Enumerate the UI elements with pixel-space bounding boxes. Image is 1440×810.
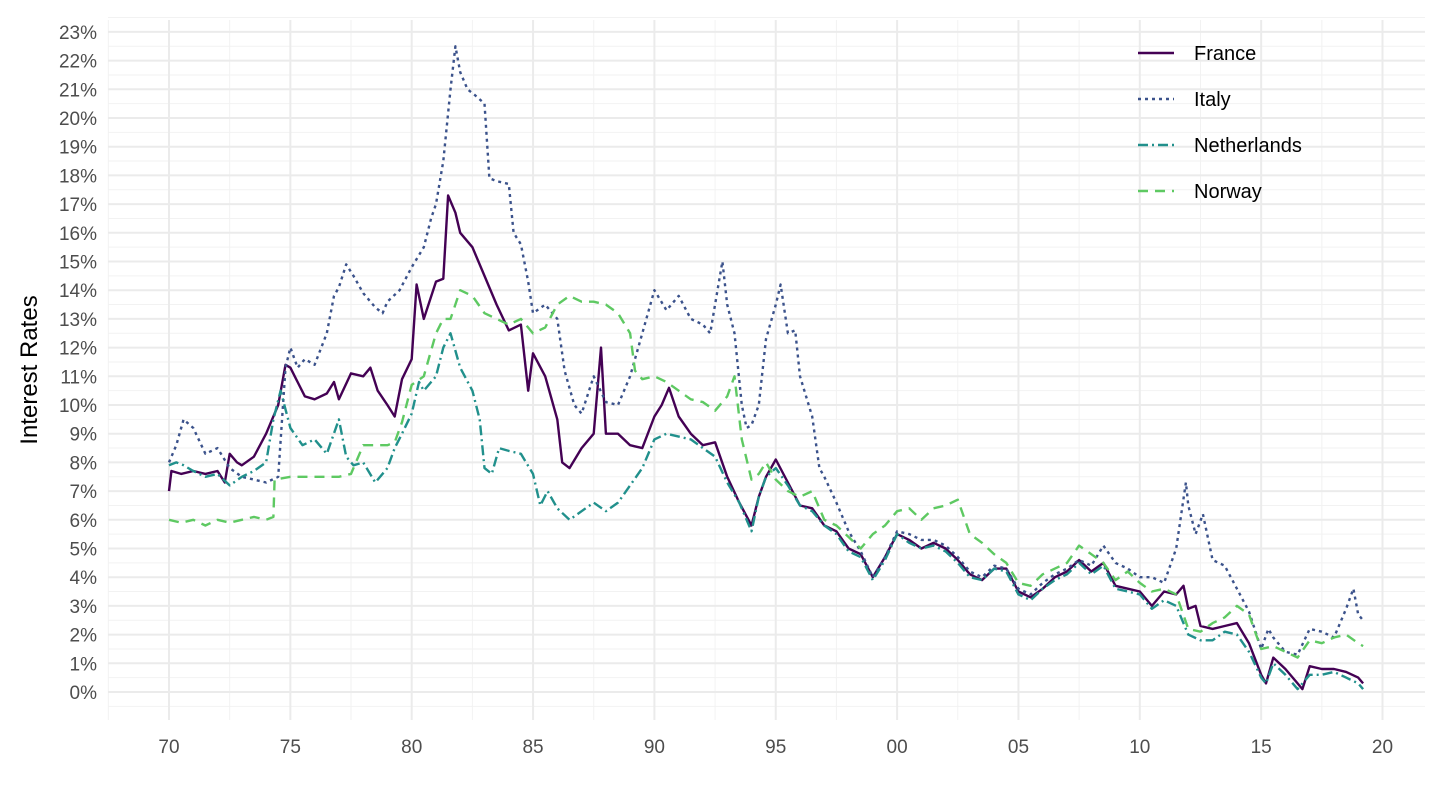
y-tick-label: 20% — [59, 109, 97, 130]
y-tick-label: 5% — [70, 540, 98, 561]
x-tick-label: 05 — [1008, 737, 1029, 758]
y-axis-tick-labels: 0% 1% 2% 3% 4% 5% 6% 7% 8% 9% 10% 11% 12% 13% 14% 15% 16… — [59, 23, 97, 704]
series-line-norway — [168, 289, 1364, 659]
x-tick-label: 85 — [522, 737, 543, 758]
y-tick-label: 8% — [70, 453, 98, 474]
y-tick-label: 16% — [59, 224, 97, 245]
series-lines — [167, 45, 1365, 691]
y-tick-label: 2% — [70, 626, 98, 647]
y-tick-label: 19% — [59, 138, 97, 159]
minor-gridlines — [107, 17, 1425, 720]
x-tick-label: 20 — [1372, 737, 1393, 758]
y-tick-label: 18% — [59, 166, 97, 187]
x-tick-label: 10 — [1129, 737, 1150, 758]
y-tick-label: 9% — [70, 425, 98, 446]
y-tick-label: 12% — [59, 339, 97, 360]
series-line-netherlands — [168, 332, 1365, 691]
x-tick-label: 70 — [158, 737, 179, 758]
y-tick-label: 3% — [70, 597, 98, 618]
y-tick-label: 17% — [59, 195, 97, 216]
series-line-italy — [167, 45, 1365, 656]
y-tick-label: 10% — [59, 396, 97, 417]
legend: France Italy Netherlands Norway — [1138, 43, 1302, 203]
y-tick-label: 0% — [70, 683, 98, 704]
major-gridlines — [108, 20, 1425, 720]
y-axis-title: Interest Rates — [16, 295, 43, 444]
y-tick-label: 13% — [59, 310, 97, 331]
legend-label-norway: Norway — [1194, 181, 1262, 203]
legend-label-france: France — [1194, 43, 1256, 65]
y-tick-label: 6% — [70, 511, 98, 532]
x-tick-label: 80 — [401, 737, 422, 758]
y-tick-label: 11% — [60, 367, 97, 388]
x-tick-label: 75 — [280, 737, 301, 758]
x-axis-tick-labels: 70 75 80 85 90 95 00 05 10 15 20 — [158, 737, 1393, 758]
legend-label-netherlands: Netherlands — [1194, 135, 1302, 157]
x-tick-label: 90 — [644, 737, 665, 758]
y-tick-label: 22% — [59, 52, 97, 73]
y-tick-label: 14% — [59, 281, 97, 302]
y-tick-label: 4% — [70, 568, 98, 589]
x-tick-label: 15 — [1251, 737, 1272, 758]
y-tick-label: 21% — [59, 80, 97, 101]
series-line-france — [167, 194, 1365, 691]
y-tick-label: 7% — [70, 482, 98, 503]
y-tick-label: 23% — [59, 23, 97, 44]
y-tick-label: 15% — [59, 253, 97, 274]
x-tick-label: 95 — [765, 737, 786, 758]
x-tick-label: 00 — [887, 737, 908, 758]
y-tick-label: 1% — [70, 654, 98, 675]
legend-label-italy: Italy — [1194, 89, 1231, 111]
